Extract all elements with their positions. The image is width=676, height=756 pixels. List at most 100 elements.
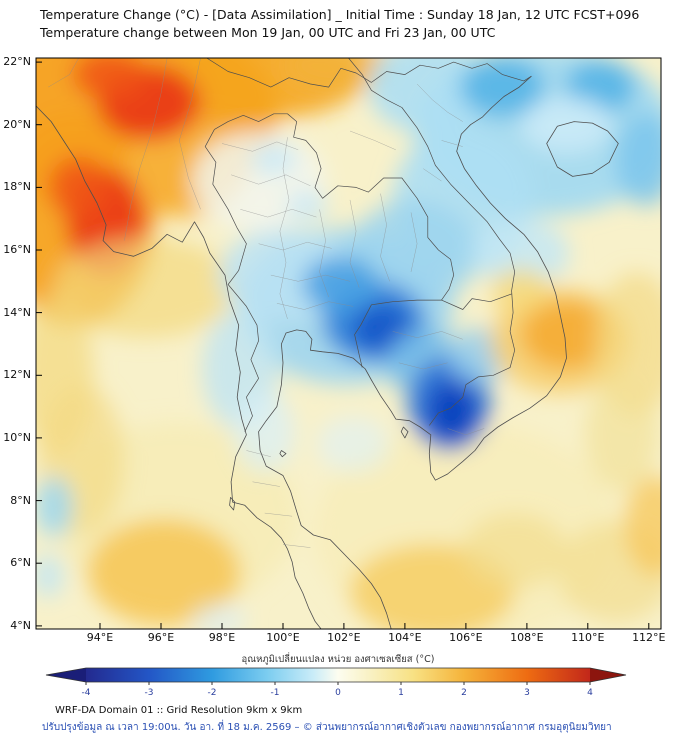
temp-anomaly-blob bbox=[72, 58, 146, 100]
border-laos-cambodia-border bbox=[441, 293, 512, 310]
temperature-anomaly-field bbox=[36, 58, 661, 629]
border-gulf-and-vietnam-coastline bbox=[258, 75, 567, 629]
border-province-line-6 bbox=[276, 301, 354, 310]
border-province-line-12 bbox=[392, 331, 463, 340]
lon-tick-label: 106°E bbox=[449, 631, 483, 644]
colorbar-tick-label: 4 bbox=[587, 688, 593, 698]
temp-anomaly-blob bbox=[250, 143, 297, 175]
temp-anomaly-blob bbox=[368, 58, 491, 135]
temp-anomaly-blob bbox=[87, 519, 241, 626]
temp-anomaly-blob bbox=[36, 553, 64, 598]
colorbar-gradient-bar bbox=[46, 668, 626, 682]
lat-tick-label: 14°N bbox=[3, 305, 31, 319]
lon-tick-label: 102°E bbox=[327, 631, 361, 644]
temp-anomaly-blob bbox=[459, 58, 546, 117]
temp-anomaly-blob bbox=[36, 477, 73, 537]
lon-tick-label: 104°E bbox=[388, 631, 422, 644]
lon-tick-label: 110°E bbox=[571, 631, 605, 644]
lat-tick-label: 10°N bbox=[3, 430, 31, 444]
border-thailand-cambodia-border bbox=[354, 299, 442, 368]
border-province-line-10 bbox=[380, 193, 390, 282]
colorbar-tick-label: -1 bbox=[271, 688, 280, 698]
border-myanmar-division-1 bbox=[124, 58, 168, 241]
page-title-line1: Temperature Change (°C) - [Data Assimila… bbox=[40, 7, 640, 22]
colorbar-tick-label: 2 bbox=[461, 688, 467, 698]
temp-anomaly-blob bbox=[624, 475, 661, 576]
border-province-line-16 bbox=[423, 168, 442, 182]
border-province-line-14 bbox=[447, 428, 485, 435]
border-province-line-5 bbox=[270, 274, 351, 282]
border-province-line-9 bbox=[349, 199, 360, 288]
border-province-line-11 bbox=[410, 212, 418, 272]
border-vietnam-west-border bbox=[348, 58, 516, 426]
border-province-line-19 bbox=[264, 512, 293, 517]
lat-tick-label: 22°N bbox=[3, 55, 31, 69]
border-hainan-island bbox=[546, 121, 619, 177]
latitude-axis-labels: 22°N 20°N 18°N 16°N 14°N 12°N 10°N 8°N 6°N 4°N bbox=[0, 52, 33, 637]
lat-tick-label: 8°N bbox=[10, 493, 31, 507]
temp-anomaly-blob bbox=[584, 378, 659, 492]
footer-update-credit: ปรับปรุงข้อมูล ณ เวลา 19:00น. วัน อา. ที… bbox=[42, 722, 612, 733]
colorbar-tick-label: 3 bbox=[524, 688, 530, 698]
temp-anomaly-blob bbox=[490, 268, 552, 313]
border-province-line-2 bbox=[231, 174, 311, 186]
colorbar-tick-label: -4 bbox=[82, 688, 91, 698]
colorbar-tick-label: -2 bbox=[208, 688, 217, 698]
footer-model-info: WRF-DA Domain 01 :: Grid Resolution 9km … bbox=[55, 705, 303, 716]
border-province-line-4 bbox=[258, 242, 332, 251]
lat-tick-label: 12°N bbox=[3, 368, 31, 382]
border-province-line-8 bbox=[319, 209, 329, 298]
border-province-line-22 bbox=[441, 140, 463, 147]
temp-anomaly-blob bbox=[234, 391, 296, 473]
temperature-change-map bbox=[35, 57, 662, 630]
border-province-line-23 bbox=[48, 58, 79, 88]
lon-tick-label: 100°E bbox=[266, 631, 300, 644]
border-province-line-13 bbox=[398, 362, 448, 370]
page-title-line2: Temperature change between Mon 19 Jan, 0… bbox=[40, 25, 496, 40]
colorbar-label: อุณหภูมิเปลี่ยนแปลง หน่วย องศาเซลเซียส (… bbox=[241, 654, 435, 665]
border-province-line-17 bbox=[246, 450, 271, 457]
lat-tick-label: 6°N bbox=[10, 556, 31, 570]
temp-anomaly-blob bbox=[593, 272, 661, 416]
border-province-line-7 bbox=[279, 137, 290, 319]
temp-anomaly-blob bbox=[48, 156, 110, 219]
lat-tick-label: 18°N bbox=[3, 180, 31, 194]
border-myanmar-division-2 bbox=[179, 58, 201, 210]
temp-anomaly-blob bbox=[472, 218, 570, 288]
lon-tick-label: 108°E bbox=[510, 631, 544, 644]
lon-tick-label: 112°E bbox=[632, 631, 666, 644]
colorbar-tick-label: -3 bbox=[145, 688, 154, 698]
border-province-line-15 bbox=[349, 130, 396, 150]
map-frame bbox=[35, 57, 662, 630]
axis-ticks bbox=[36, 61, 650, 629]
border-province-line-1 bbox=[221, 141, 299, 152]
lon-tick-label: 94°E bbox=[86, 631, 114, 644]
border-myanmar-thailand-border bbox=[204, 129, 259, 432]
temp-anomaly-blob bbox=[427, 380, 477, 443]
border-west-coastline bbox=[36, 105, 322, 629]
temp-anomaly-blob bbox=[191, 602, 247, 629]
border-thailand-laos-border bbox=[214, 113, 455, 301]
colorbar: -4 -3 -2 -1 0 1 2 3 4 bbox=[45, 667, 627, 698]
colorbar-tick-label: 0 bbox=[335, 688, 341, 698]
border-samui-island bbox=[279, 450, 287, 458]
border-phuquoc-island bbox=[400, 426, 409, 439]
temp-anomaly-blob bbox=[54, 237, 238, 338]
lon-tick-label: 98°E bbox=[208, 631, 236, 644]
border-province-line-18 bbox=[252, 481, 280, 487]
colorbar-right-arrow bbox=[590, 668, 626, 682]
temp-anomaly-blob bbox=[316, 416, 390, 473]
lat-tick-label: 4°N bbox=[10, 618, 31, 632]
map-clip-group bbox=[36, 58, 661, 629]
border-province-line-20 bbox=[282, 544, 311, 548]
lon-tick-label: 96°E bbox=[147, 631, 175, 644]
temp-anomaly-blob bbox=[520, 96, 613, 153]
border-province-line-21 bbox=[416, 83, 463, 122]
longitude-axis-labels: 94°E 96°E 98°E 100°E 102°E 104°E 106°E 108°E 110… bbox=[36, 631, 666, 645]
colorbar-tick-label: 1 bbox=[398, 688, 404, 698]
temp-anomaly-blob bbox=[282, 58, 393, 94]
colorbar-left-arrow bbox=[46, 668, 86, 682]
temp-anomaly-blob bbox=[302, 256, 379, 313]
border-china-border bbox=[206, 58, 532, 88]
